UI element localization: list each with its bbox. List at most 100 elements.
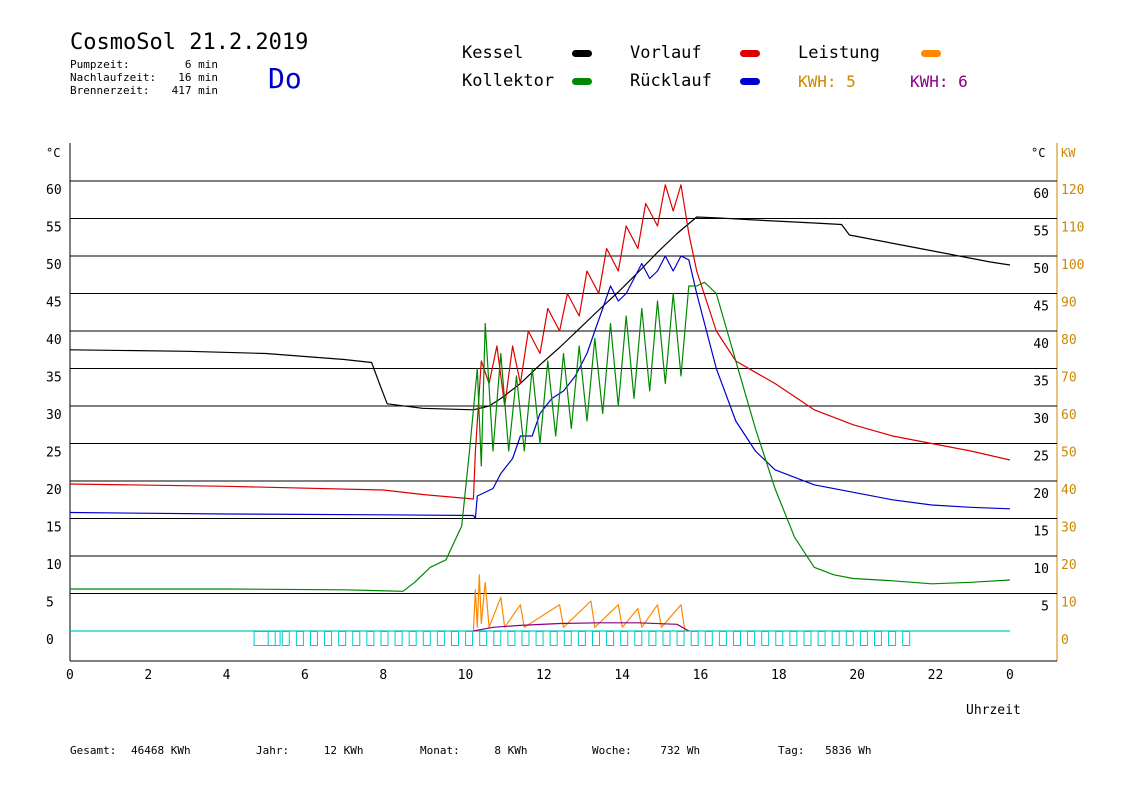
- baseline-marker: [732, 631, 741, 646]
- y2-tick-label: 80: [1061, 333, 1077, 348]
- x-tick-label: 6: [301, 668, 309, 683]
- y-tick-label-right: 30: [1033, 412, 1049, 427]
- series-line-leistung: [472, 574, 686, 632]
- info-value: 417 min: [171, 84, 218, 97]
- baseline-marker: [563, 631, 572, 646]
- footer-jahr-value: 12 KWh: [323, 744, 364, 757]
- x-tick-label: 8: [379, 668, 387, 683]
- y-tick-label-right: 10: [1033, 562, 1049, 577]
- footer-jahr: Jahr: 12 KWh: [256, 744, 364, 757]
- baseline-marker: [535, 631, 544, 646]
- baseline-marker: [817, 631, 826, 646]
- legend-vorlauf-label: Vorlauf: [630, 43, 702, 63]
- baseline-marker: [888, 631, 897, 646]
- series-line-kwh: [473, 622, 690, 632]
- series-line-kessel: [69, 216, 1011, 411]
- baseline-marker: [662, 631, 671, 646]
- baseline-marker: [747, 631, 756, 646]
- y2-tick-label: 100: [1061, 258, 1084, 273]
- baseline-marker: [577, 631, 586, 646]
- y-tick-label-right: 60: [1033, 187, 1049, 202]
- legend-ruecklauf-swatch: [740, 78, 760, 85]
- info-value: 6 min: [184, 58, 218, 71]
- baseline-marker: [634, 631, 643, 646]
- y2-tick-label: 20: [1061, 558, 1077, 573]
- baseline-marker: [394, 631, 403, 646]
- x-tick-label: 12: [536, 668, 552, 683]
- legend-leistung-swatch: [921, 50, 941, 57]
- y-tick-label-right: 25: [1033, 450, 1049, 465]
- baseline-marker: [493, 631, 502, 646]
- baseline-marker: [521, 631, 530, 646]
- legend-kessel-label: Kessel: [462, 43, 524, 63]
- y-unit-right-label: °C: [1031, 146, 1045, 160]
- baseline-marker: [436, 631, 445, 646]
- baseline-marker: [422, 631, 431, 646]
- y-tick-label-left: 0: [46, 633, 54, 648]
- x-tick-label: 14: [614, 668, 630, 683]
- y-tick-label-left: 15: [46, 521, 62, 536]
- legend-kessel-swatch: [572, 50, 592, 57]
- series-line-vorlauf: [69, 184, 1011, 500]
- footer-woche: Woche: 732 Wh: [592, 744, 700, 757]
- baseline-marker: [775, 631, 784, 646]
- footer-tag-label: Tag:: [778, 744, 805, 757]
- baseline-marker: [718, 631, 727, 646]
- x-tick-label: 18: [771, 668, 787, 683]
- info-pumpzeit: Pumpzeit: 6 min: [70, 58, 218, 71]
- y-tick-label-right: 20: [1033, 487, 1049, 502]
- x-tick-label: 0: [66, 668, 74, 683]
- y2-unit-label: KW: [1061, 146, 1076, 160]
- baseline-marker: [295, 631, 304, 646]
- baseline-marker: [338, 631, 347, 646]
- y-tick-label-left: 35: [46, 371, 62, 386]
- baseline-marker: [803, 631, 812, 646]
- baseline-marker: [281, 631, 290, 646]
- y-tick-label-right: 15: [1033, 525, 1049, 540]
- baseline-marker: [620, 631, 629, 646]
- baseline-marker: [309, 631, 318, 646]
- y2-tick-label: 30: [1061, 521, 1077, 536]
- series-line-kollektor: [70, 281, 1011, 592]
- x-tick-label: 4: [223, 668, 231, 683]
- legend-vorlauf-swatch: [740, 50, 760, 57]
- y-tick-label-left: 20: [46, 483, 62, 498]
- y-tick-label-left: 30: [46, 408, 62, 423]
- baseline-marker: [873, 631, 882, 646]
- x-axis-label: Uhrzeit: [966, 703, 1021, 718]
- footer-tag-value: 5836 Wh: [825, 744, 872, 757]
- baseline-marker: [690, 631, 699, 646]
- baseline-marker: [761, 631, 770, 646]
- y2-tick-label: 70: [1061, 371, 1077, 386]
- series-line-rcklauf: [69, 255, 1011, 520]
- y-unit-left-label: °C: [46, 146, 60, 160]
- x-tick-label: 0: [1006, 668, 1014, 683]
- baseline-marker: [676, 631, 685, 646]
- y2-tick-label: 120: [1061, 183, 1084, 198]
- baseline-marker: [831, 631, 840, 646]
- legend-ruecklauf-label: Rücklauf: [630, 71, 712, 91]
- baseline-marker: [366, 631, 375, 646]
- y2-tick-label: 110: [1061, 221, 1084, 236]
- y2-tick-label: 10: [1061, 596, 1077, 611]
- legend-kollektor-swatch: [572, 78, 592, 85]
- baseline-marker: [380, 631, 389, 646]
- y-tick-label-right: 50: [1033, 262, 1049, 277]
- y-tick-label-right: 35: [1033, 375, 1049, 390]
- footer-tag: Tag: 5836 Wh: [778, 744, 871, 757]
- kwh-value-2: KWH: 6: [910, 72, 968, 91]
- y2-tick-label: 60: [1061, 408, 1077, 423]
- baseline-marker: [450, 631, 459, 646]
- baseline-marker: [408, 631, 417, 646]
- footer-monat-value: 8 KWh: [494, 744, 528, 757]
- footer-gesamt: Gesamt: 46468 KWh: [70, 744, 191, 757]
- y-tick-label-right: 5: [1041, 600, 1049, 615]
- baseline-marker: [704, 631, 713, 646]
- legend-kollektor-label: Kollektor: [462, 71, 555, 91]
- y-tick-label-left: 45: [46, 296, 62, 311]
- info-label: Nachlaufzeit:: [70, 71, 157, 84]
- y-tick-label-right: 45: [1033, 300, 1049, 315]
- baseline-marker: [859, 631, 868, 646]
- x-tick-label: 10: [458, 668, 474, 683]
